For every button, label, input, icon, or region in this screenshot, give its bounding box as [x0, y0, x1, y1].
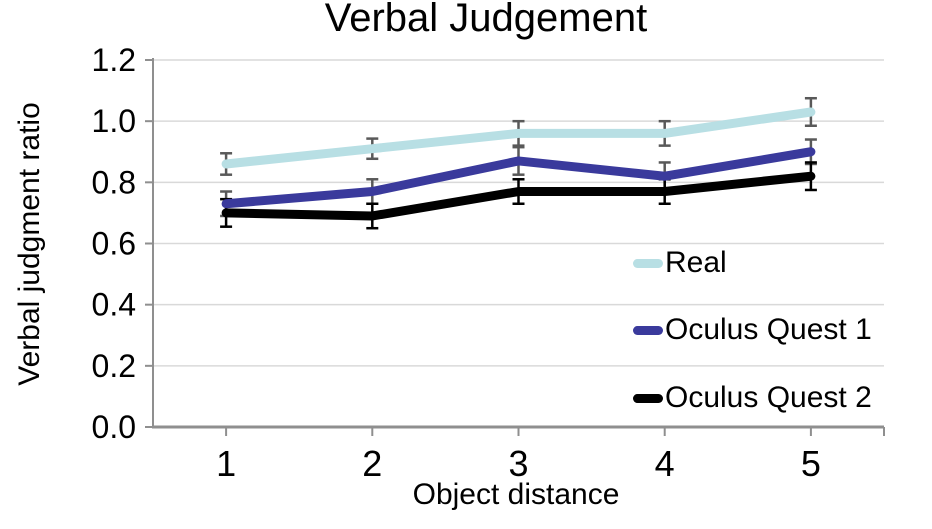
- chart-title: Verbal Judgement: [324, 0, 648, 40]
- y-tick-label: 0.6: [92, 226, 136, 262]
- y-tick-label: 0.8: [92, 164, 136, 200]
- x-axis-title: Object distance: [412, 478, 620, 511]
- y-tick-label: 0.2: [92, 348, 136, 384]
- x-tick-label: 3: [508, 443, 528, 484]
- x-tick-label: 5: [801, 443, 821, 484]
- y-tick-label: 1.0: [92, 103, 136, 139]
- y-tick-label: 0.4: [92, 287, 136, 323]
- series-line-oculus-quest-2: [221, 171, 816, 221]
- y-axis-title: Verbal judgment ratio: [13, 102, 46, 386]
- y-tick-label: 0.0: [92, 409, 136, 445]
- x-tick-label: 1: [216, 443, 236, 484]
- series-line-oculus-quest-1: [221, 147, 816, 209]
- x-tick-label: 4: [655, 443, 675, 484]
- x-tick-label: 2: [362, 443, 382, 484]
- series-line-real: [221, 107, 816, 169]
- y-tick-label: 1.2: [92, 42, 136, 78]
